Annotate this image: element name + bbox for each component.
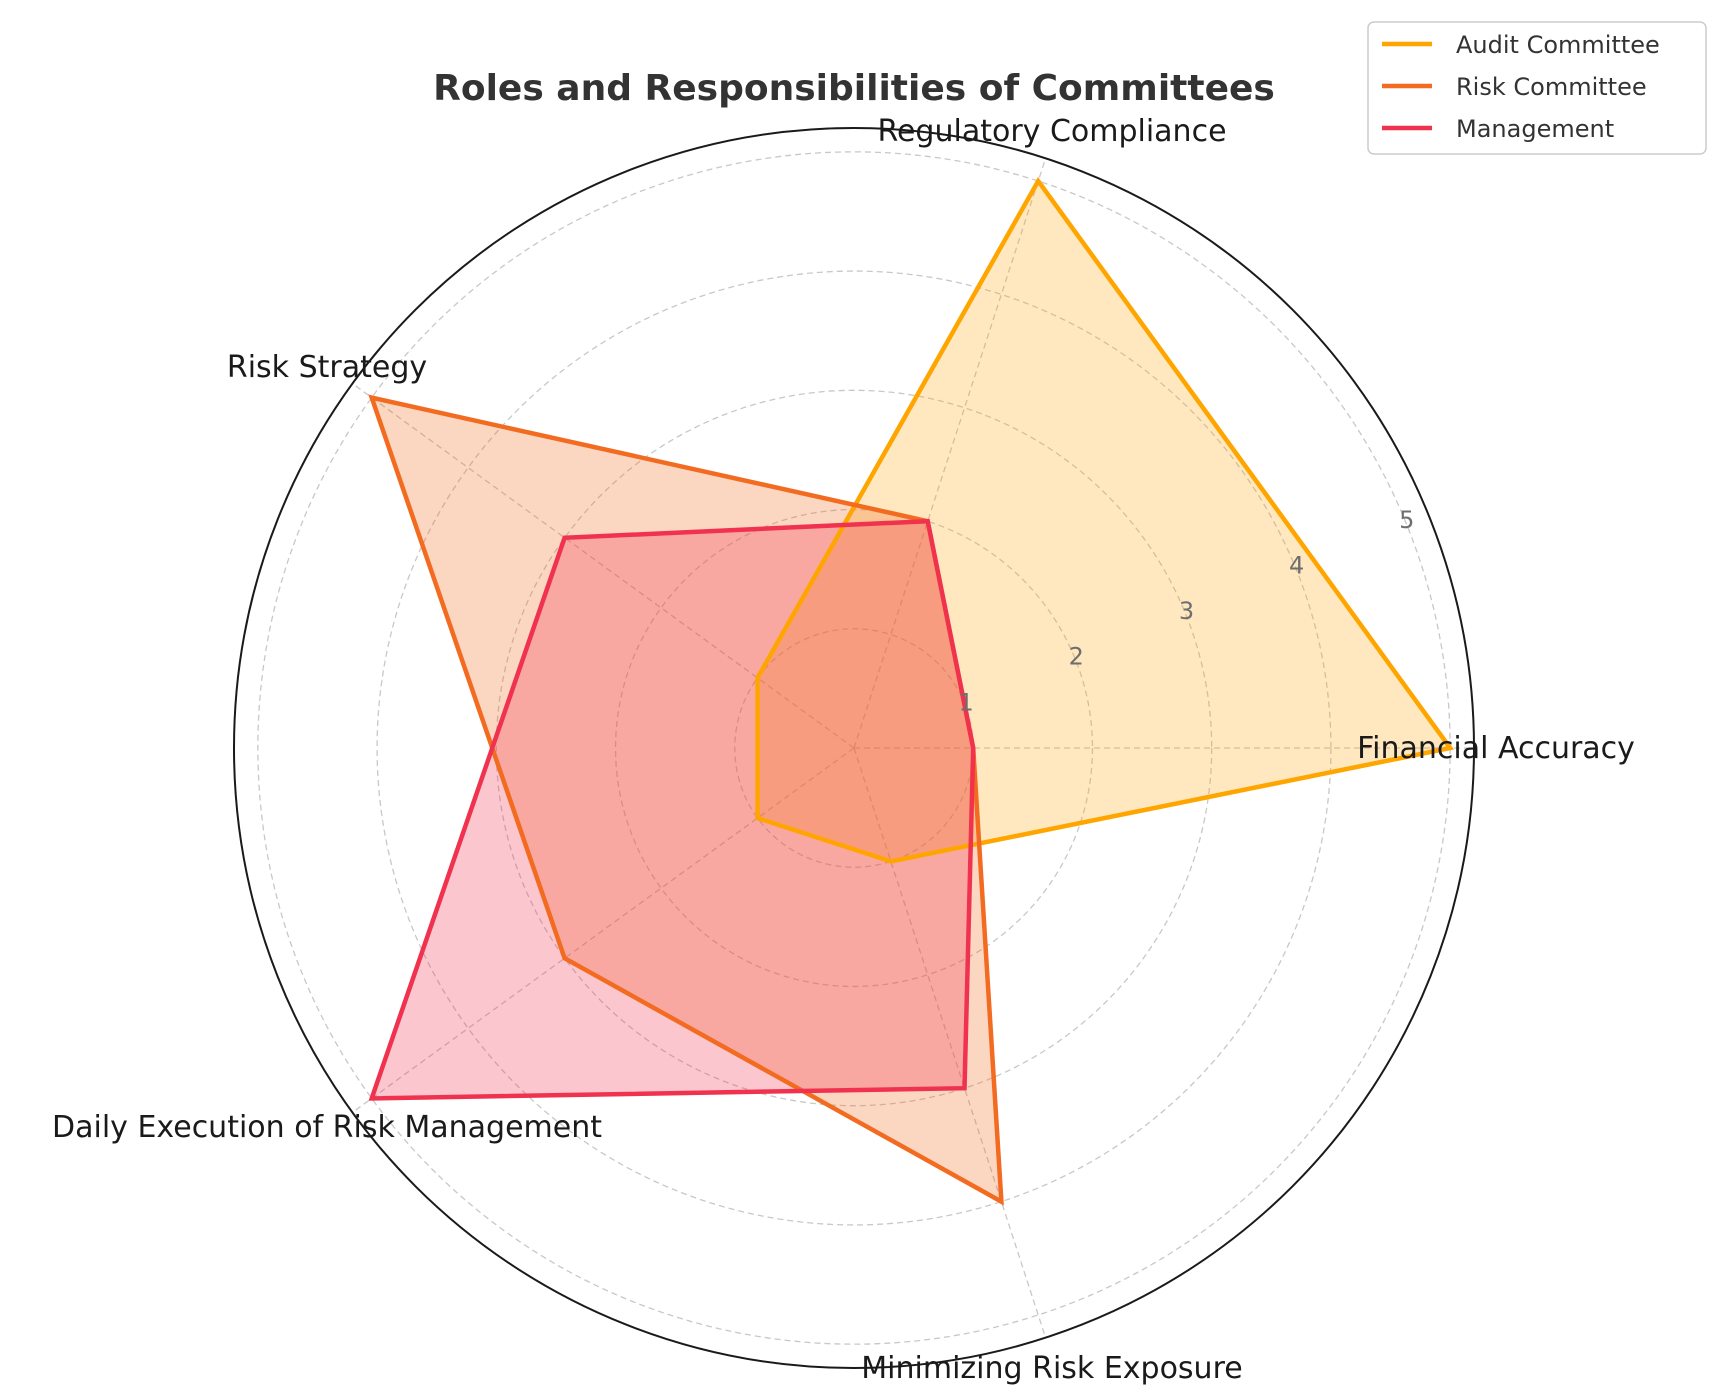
category-label-1: Financial Accuracy (1357, 731, 1635, 766)
r-tick-label-3: 3 (1179, 597, 1194, 625)
radar-series (368, 176, 1455, 1206)
legend-label-3: Management (1456, 115, 1614, 143)
legend-label-1: Audit Committee (1456, 31, 1660, 59)
grid-spoke-4 (352, 747, 855, 1113)
category-label-5: Minimizing Risk Exposure (861, 1351, 1242, 1386)
grid-spoke-3 (352, 383, 855, 749)
series-area-1 (757, 181, 1451, 862)
series-area-2 (371, 397, 1002, 1202)
category-label-2: Regulatory Compliance (877, 114, 1226, 149)
series-line-1 (755, 176, 1455, 864)
category-label-4: Daily Execution of Risk Management (52, 1110, 602, 1145)
r-tick-label-4: 4 (1289, 551, 1304, 579)
category-label-3: Risk Strategy (227, 350, 427, 385)
r-tick-label-1: 1 (959, 688, 974, 716)
radar-labels: 1 2 3 4 5 Financial Accuracy Regulatory Compli… (52, 114, 1635, 1386)
grid-spoke-5 (853, 747, 1047, 1338)
grid-circle-4 (376, 270, 1332, 1226)
legend: Audit Committee Risk Committee Management (1367, 21, 1707, 155)
legend-box (1367, 21, 1707, 155)
polar-frame (233, 127, 1475, 1369)
chart-title: Roles and Responsibilities of Committees (433, 68, 1275, 109)
grid-circle-3 (495, 389, 1213, 1107)
grid-spoke-2 (853, 158, 1047, 749)
r-tick-label-5: 5 (1399, 506, 1414, 534)
legend-label-2: Risk Committee (1456, 73, 1647, 101)
r-tick-label-2: 2 (1069, 643, 1084, 671)
series-line-3 (368, 518, 976, 1101)
